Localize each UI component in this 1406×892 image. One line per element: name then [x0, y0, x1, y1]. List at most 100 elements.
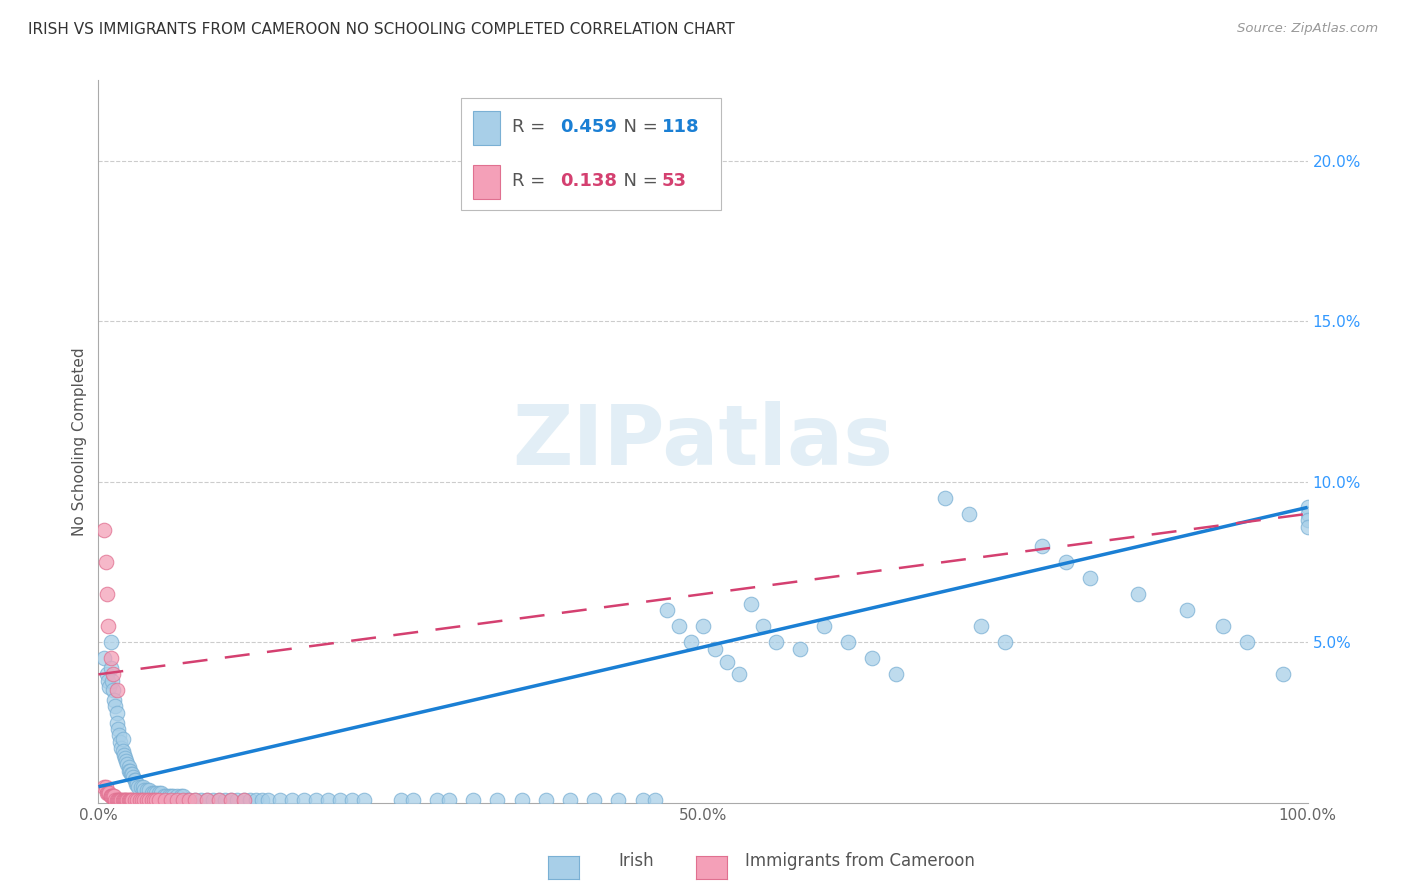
Point	[184, 792, 207, 806]
Point	[486, 792, 509, 806]
Text: IRISH VS IMMIGRANTS FROM CAMEROON NO SCHOOLING COMPLETED CORRELATION CHART: IRISH VS IMMIGRANTS FROM CAMEROON NO SCH…	[28, 22, 735, 37]
Point	[145, 792, 167, 806]
Bar	[474, 165, 501, 200]
Point	[886, 667, 908, 681]
Point	[111, 744, 134, 758]
Point	[107, 792, 129, 806]
Point	[100, 673, 122, 688]
Point	[141, 786, 163, 800]
Point	[160, 792, 183, 806]
Point	[202, 792, 225, 806]
Point	[728, 667, 751, 681]
Point	[135, 792, 157, 806]
Point	[232, 792, 254, 806]
Point	[94, 555, 117, 569]
Text: N =: N =	[613, 172, 664, 190]
Point	[1272, 667, 1295, 681]
Point	[105, 715, 128, 730]
Point	[583, 792, 606, 806]
Point	[121, 792, 143, 806]
Point	[117, 792, 139, 806]
Text: Source: ZipAtlas.com: Source: ZipAtlas.com	[1237, 22, 1378, 36]
Point	[172, 792, 194, 806]
Point	[121, 767, 143, 781]
Point	[179, 792, 201, 806]
Point	[112, 747, 135, 762]
Point	[166, 789, 188, 804]
Text: 118: 118	[662, 119, 700, 136]
Point	[101, 683, 124, 698]
Point	[208, 792, 231, 806]
Point	[668, 619, 690, 633]
Point	[135, 783, 157, 797]
Point	[353, 792, 375, 806]
Point	[127, 780, 149, 794]
Point	[118, 792, 141, 806]
Point	[93, 780, 115, 794]
FancyBboxPatch shape	[461, 98, 721, 211]
Point	[179, 792, 201, 806]
Point	[269, 792, 291, 806]
Point	[256, 792, 278, 806]
Point	[112, 792, 135, 806]
Point	[104, 699, 127, 714]
Point	[145, 786, 167, 800]
Point	[153, 792, 176, 806]
Point	[1296, 519, 1319, 533]
Text: 0.138: 0.138	[561, 172, 617, 190]
Point	[195, 792, 218, 806]
Y-axis label: No Schooling Completed: No Schooling Completed	[72, 347, 87, 536]
Point	[195, 792, 218, 806]
Point	[101, 667, 124, 681]
Point	[155, 789, 177, 804]
Point	[860, 651, 883, 665]
Point	[655, 603, 678, 617]
Point	[316, 792, 339, 806]
Point	[129, 780, 152, 794]
Point	[103, 693, 125, 707]
Point	[679, 635, 702, 649]
Point	[96, 587, 118, 601]
Point	[108, 735, 131, 749]
Point	[221, 792, 243, 806]
Point	[607, 792, 630, 806]
Point	[97, 619, 120, 633]
Point	[100, 789, 122, 804]
Point	[631, 792, 654, 806]
Point	[176, 792, 198, 806]
Point	[93, 523, 115, 537]
Point	[232, 792, 254, 806]
Point	[118, 792, 141, 806]
Point	[105, 683, 128, 698]
Text: N =: N =	[613, 119, 664, 136]
Point	[141, 792, 163, 806]
Point	[157, 789, 180, 804]
Point	[1078, 571, 1101, 585]
Point	[250, 792, 273, 806]
Point	[558, 792, 581, 806]
Point	[127, 792, 149, 806]
Point	[208, 792, 231, 806]
Point	[1128, 587, 1150, 601]
Point	[98, 680, 121, 694]
Point	[329, 792, 352, 806]
Point	[813, 619, 835, 633]
Point	[970, 619, 993, 633]
Point	[789, 641, 811, 656]
Point	[510, 792, 533, 806]
Point	[131, 792, 153, 806]
Point	[124, 773, 146, 788]
Text: 0.459: 0.459	[561, 119, 617, 136]
Point	[994, 635, 1017, 649]
Point	[100, 651, 122, 665]
Point	[1054, 555, 1077, 569]
Point	[305, 792, 328, 806]
Point	[716, 655, 738, 669]
Point	[120, 767, 142, 781]
Point	[221, 792, 243, 806]
Point	[1175, 603, 1198, 617]
Point	[115, 792, 138, 806]
Point	[402, 792, 425, 806]
Point	[226, 792, 249, 806]
Point	[105, 706, 128, 720]
